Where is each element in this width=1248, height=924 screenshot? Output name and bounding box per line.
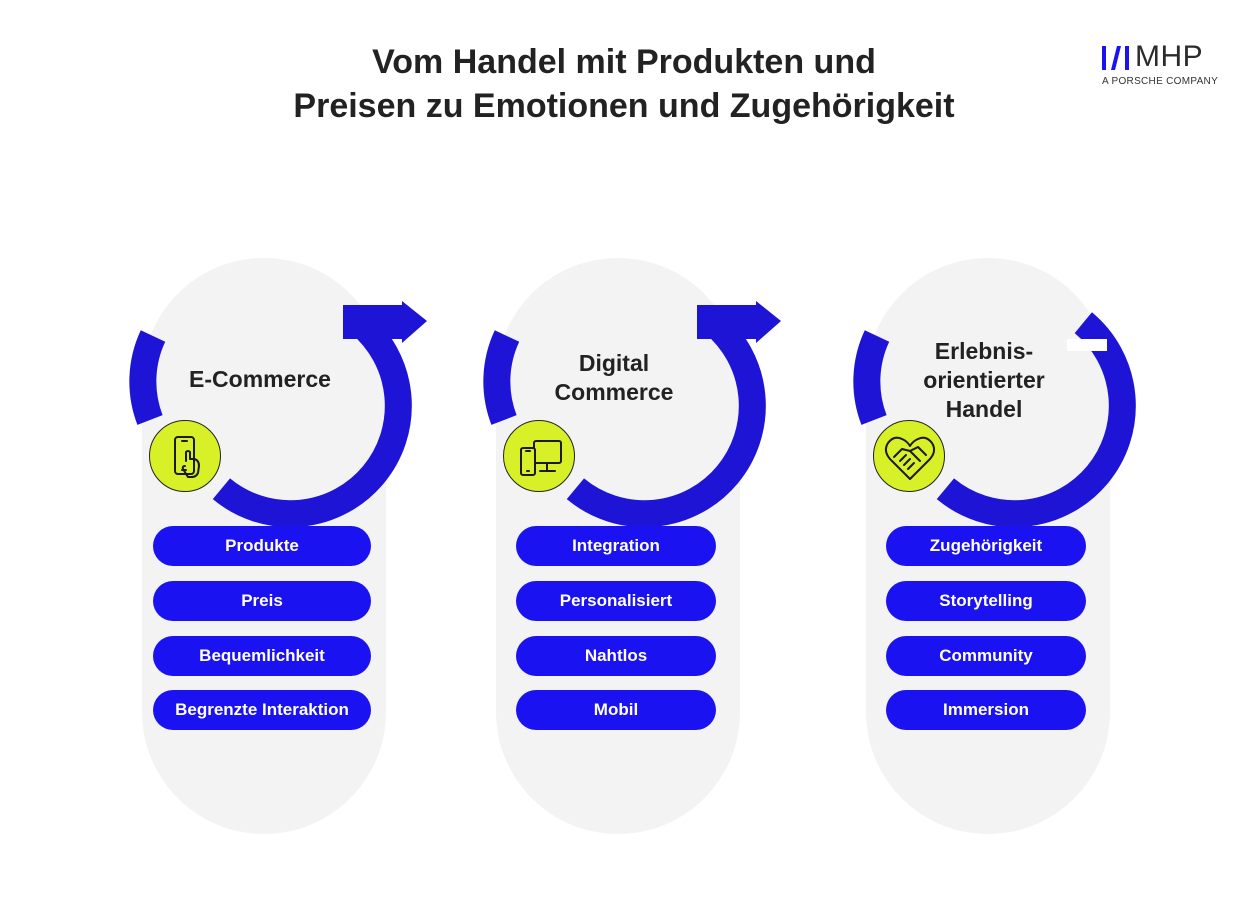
tag-chip: Storytelling — [886, 581, 1086, 621]
title-line-1: Vom Handel mit Produkten und — [372, 43, 876, 81]
tag-chip: Community — [886, 636, 1086, 676]
tag-chip: Mobil — [516, 690, 716, 730]
devices-icon — [520, 440, 562, 476]
tag-chip: Zugehörigkeit — [886, 526, 1086, 566]
stage-ring-arrow — [129, 301, 427, 528]
mhp-logo: MHP A PORSCHE COMPANY — [1101, 40, 1221, 90]
smartphone-touch-icon — [174, 436, 200, 478]
handshake-heart-icon — [884, 436, 936, 480]
stage-column-experience-retail: Erlebnis- orientierter Handel Zugehörigk… — [853, 0, 1136, 924]
icon-badge — [503, 420, 575, 492]
stage-label: Digital Commerce — [514, 349, 714, 407]
stage-label: Erlebnis- orientierter Handel — [884, 337, 1084, 424]
title-line-2: Preisen zu Emotionen und Zugehörigkeit — [293, 87, 955, 125]
stage-ring — [853, 312, 1136, 528]
tag-chip: Integration — [516, 526, 716, 566]
logo-name: MHP — [1135, 40, 1204, 73]
stage-label-line: orientierter — [923, 367, 1045, 393]
icon-badge — [873, 420, 945, 492]
icon-badge — [149, 420, 221, 492]
stage-label-line: E-Commerce — [189, 366, 331, 392]
tag-chip: Begrenzte Interaktion — [153, 690, 371, 730]
page-title: Vom Handel mit Produkten und Preisen zu … — [0, 40, 1248, 128]
stage-column-digital-commerce: Digital Commerce Integration Personalisi… — [483, 0, 781, 924]
stage-column-ecommerce: E-Commerce Produkte Preis Bequemlichkeit… — [129, 0, 427, 924]
tag-chip: Nahtlos — [516, 636, 716, 676]
tag-chip: Produkte — [153, 526, 371, 566]
tag-chip: Preis — [153, 581, 371, 621]
stage-ring-arrow — [483, 301, 781, 528]
stage-label-line: Erlebnis- — [934, 338, 1034, 364]
mhp-logo-mark-icon — [1102, 46, 1129, 70]
tag-chip: Personalisiert — [516, 581, 716, 621]
tag-chip: Immersion — [886, 690, 1086, 730]
stage-label-line: Commerce — [554, 379, 674, 405]
stage-label-line: Digital — [578, 350, 650, 376]
stage-label: E-Commerce — [160, 365, 360, 394]
tag-chip: Bequemlichkeit — [153, 636, 371, 676]
stage-label-line: Handel — [945, 396, 1023, 422]
logo-subtitle: A PORSCHE COMPANY — [1102, 76, 1219, 87]
